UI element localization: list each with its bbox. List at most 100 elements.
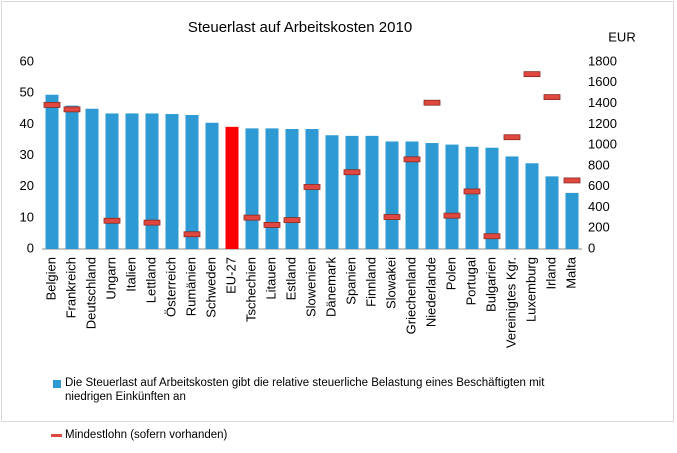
bar bbox=[45, 94, 59, 249]
bar bbox=[345, 135, 359, 249]
bar bbox=[205, 122, 219, 249]
x-tick-label: Slowenien bbox=[303, 257, 318, 317]
x-tick-label: Deutschland bbox=[83, 257, 98, 329]
bar bbox=[225, 126, 239, 249]
min-wage-marker bbox=[243, 214, 261, 221]
bar bbox=[385, 141, 399, 249]
chart-title: Steuerlast auf Arbeitskosten 2010 bbox=[188, 19, 412, 36]
legend-item: Mindestlohn (sofern vorhanden) bbox=[51, 428, 227, 442]
y2-tick-label: 1000 bbox=[588, 137, 617, 152]
bar bbox=[565, 192, 579, 249]
bar bbox=[485, 147, 499, 249]
x-tick-label: Tschechien bbox=[243, 257, 258, 322]
y-tick-label: 60 bbox=[20, 53, 34, 68]
x-tick-label: Bulgarien bbox=[483, 257, 498, 312]
x-tick-label: Lettland bbox=[143, 257, 158, 303]
y2-tick-label: 600 bbox=[588, 178, 610, 193]
legend-text: Die Steuerlast auf Arbeitskosten gibt di… bbox=[65, 377, 545, 403]
bar bbox=[545, 176, 559, 249]
x-tick-label: Spanien bbox=[343, 257, 358, 305]
min-wage-marker bbox=[103, 217, 121, 224]
x-tick-label: Litauen bbox=[263, 257, 278, 300]
x-tick-label: Luxemburg bbox=[523, 257, 538, 322]
min-wage-marker bbox=[503, 134, 521, 141]
bar bbox=[105, 113, 119, 249]
x-tick-label: Ungarn bbox=[103, 257, 118, 300]
legend-swatch bbox=[53, 380, 61, 388]
x-tick-label: Frankreich bbox=[63, 257, 78, 318]
bar bbox=[445, 144, 459, 249]
bar bbox=[525, 163, 539, 249]
x-tick-label: Niederlande bbox=[423, 257, 438, 327]
y2-tick-label: 0 bbox=[588, 240, 595, 255]
min-wage-marker bbox=[183, 231, 201, 238]
x-tick-label: Malta bbox=[563, 256, 578, 289]
y2-tick-label: 1200 bbox=[588, 116, 617, 131]
min-wage-marker bbox=[443, 212, 461, 219]
bar bbox=[505, 156, 519, 249]
bar bbox=[425, 143, 439, 249]
y-tick-label: 30 bbox=[20, 147, 34, 162]
y2-axis-label: EUR bbox=[608, 29, 635, 44]
y-tick-label: 20 bbox=[20, 178, 34, 193]
y-tick-label: 50 bbox=[20, 85, 34, 100]
chart-frame bbox=[1, 1, 674, 422]
bar bbox=[65, 105, 79, 249]
bar bbox=[245, 128, 259, 249]
x-tick-label: Belgien bbox=[43, 257, 58, 300]
min-wage-marker bbox=[43, 102, 61, 108]
min-wage-marker bbox=[63, 106, 81, 113]
x-tick-label: EU-27 bbox=[223, 257, 238, 294]
x-tick-label: Slowakei bbox=[383, 257, 398, 309]
y-tick-label: 0 bbox=[27, 240, 34, 255]
x-tick-label: Schweden bbox=[203, 257, 218, 318]
min-wage-marker bbox=[403, 156, 421, 163]
y2-tick-label: 1400 bbox=[588, 95, 617, 110]
legend-item: Die Steuerlast auf Arbeitskosten gibt di… bbox=[53, 376, 593, 404]
min-wage-marker bbox=[523, 71, 541, 78]
x-tick-label: Portugal bbox=[463, 257, 478, 306]
y-tick-label: 40 bbox=[20, 116, 34, 131]
bar bbox=[465, 146, 479, 249]
min-wage-marker bbox=[283, 217, 301, 224]
legend-swatch bbox=[51, 434, 62, 437]
bar bbox=[325, 135, 339, 249]
y2-tick-label: 1800 bbox=[588, 53, 617, 68]
bar bbox=[125, 113, 139, 249]
min-wage-marker bbox=[143, 219, 161, 226]
x-tick-label: Österreich bbox=[163, 257, 178, 317]
min-wage-marker bbox=[303, 184, 321, 190]
x-tick-label: Italien bbox=[123, 257, 138, 292]
x-tick-label: Estland bbox=[283, 257, 298, 300]
min-wage-marker bbox=[423, 99, 441, 106]
x-tick-label: Finnland bbox=[363, 257, 378, 307]
min-wage-marker bbox=[383, 214, 401, 220]
y2-tick-label: 800 bbox=[588, 157, 610, 172]
bar bbox=[265, 128, 279, 249]
x-tick-label: Dänemark bbox=[323, 257, 338, 317]
bar bbox=[85, 108, 99, 249]
y2-tick-label: 200 bbox=[588, 220, 610, 235]
min-wage-marker bbox=[343, 169, 361, 176]
x-tick-label: Irland bbox=[543, 257, 558, 290]
bar bbox=[185, 114, 199, 249]
bar bbox=[405, 141, 419, 249]
x-tick-label: Vereinigtes Kgr. bbox=[503, 257, 518, 348]
x-tick-label: Rumänien bbox=[183, 257, 198, 316]
min-wage-marker bbox=[463, 188, 481, 195]
x-tick-label: Polen bbox=[443, 257, 458, 290]
bar bbox=[285, 129, 299, 249]
legend-text: Mindestlohn (sofern vorhanden) bbox=[65, 429, 228, 441]
min-wage-marker bbox=[483, 233, 501, 240]
min-wage-marker bbox=[563, 177, 581, 184]
bar bbox=[145, 113, 159, 249]
min-wage-marker bbox=[543, 94, 561, 101]
y2-tick-label: 1600 bbox=[588, 74, 617, 89]
bar bbox=[365, 135, 379, 249]
y-tick-label: 10 bbox=[20, 209, 34, 224]
min-wage-marker bbox=[263, 221, 281, 228]
bar bbox=[165, 114, 179, 249]
y2-tick-label: 400 bbox=[588, 199, 610, 214]
